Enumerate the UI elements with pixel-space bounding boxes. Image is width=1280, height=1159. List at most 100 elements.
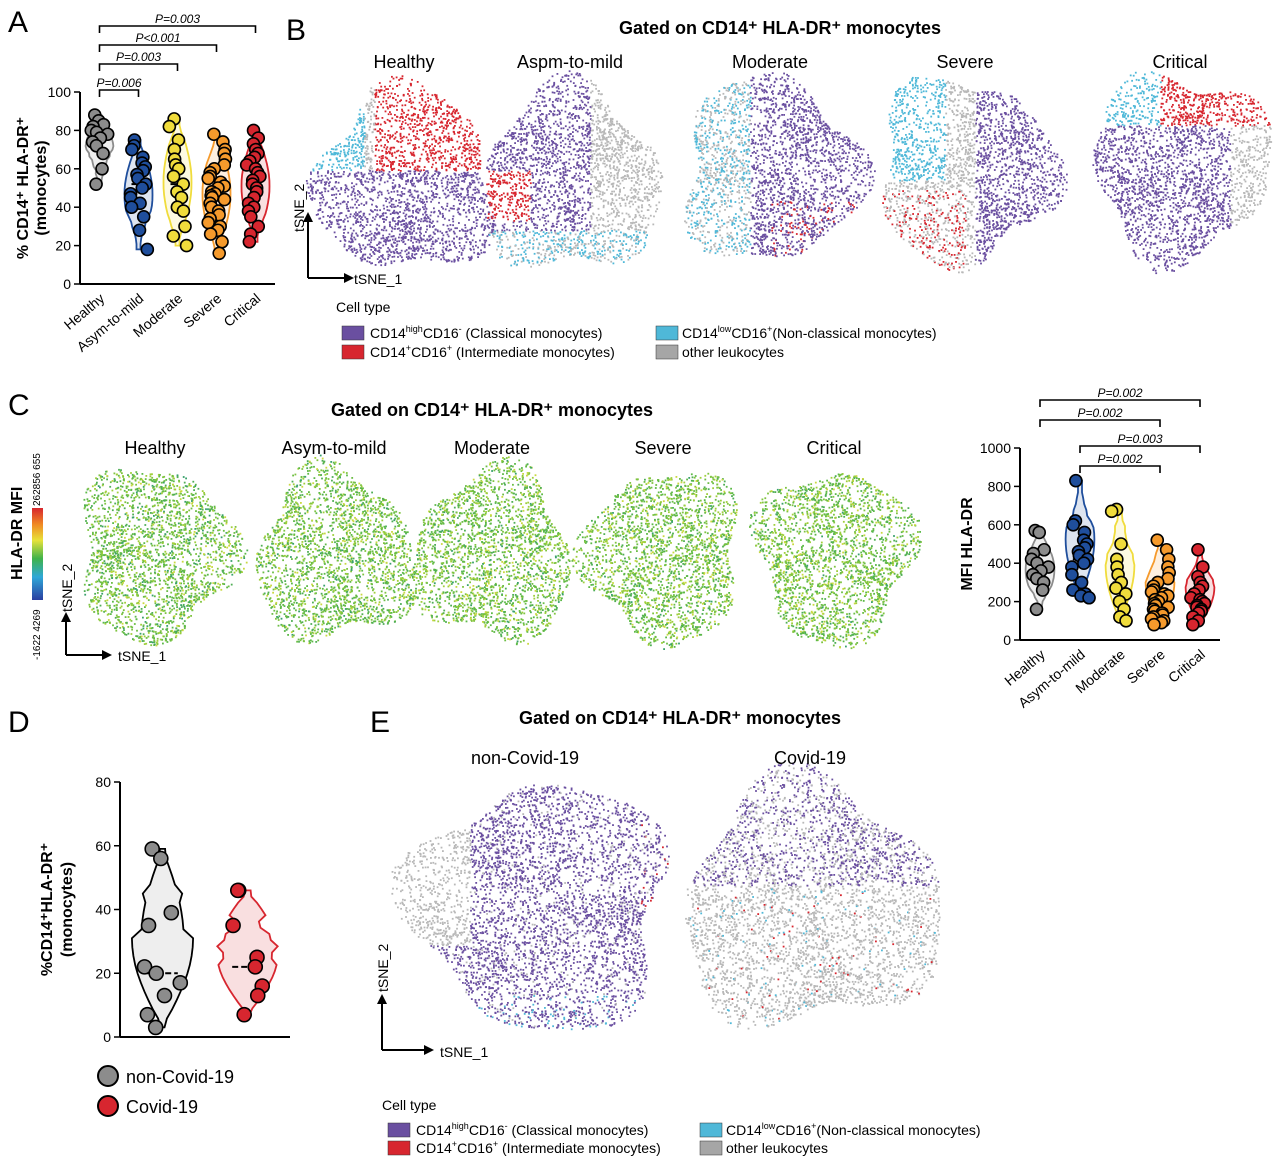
tsne-point bbox=[372, 211, 374, 213]
tsne-point bbox=[484, 246, 486, 248]
tsne-point bbox=[396, 241, 398, 243]
tsne-point bbox=[366, 224, 368, 226]
tsne-point bbox=[387, 190, 389, 192]
tsne-point bbox=[340, 176, 342, 178]
tsne-point bbox=[475, 245, 477, 247]
tsne-point bbox=[451, 106, 453, 108]
tsne-point bbox=[352, 157, 354, 159]
tsne-point bbox=[350, 227, 352, 229]
data-point bbox=[243, 236, 255, 248]
tsne-point bbox=[436, 178, 438, 180]
data-point bbox=[1030, 603, 1042, 615]
tsne-point bbox=[424, 179, 426, 181]
tsne-point bbox=[353, 159, 355, 161]
panel-label-d: D bbox=[8, 706, 30, 739]
y-tick-label: 0 bbox=[103, 1029, 111, 1045]
tsne-point bbox=[369, 234, 371, 236]
tsne-point bbox=[371, 239, 373, 241]
tsne-point bbox=[407, 124, 409, 126]
data-point bbox=[1078, 557, 1090, 569]
tsne-point bbox=[381, 229, 383, 231]
tsne-point bbox=[351, 182, 353, 184]
y-tick-label: 0 bbox=[63, 276, 71, 292]
data-point bbox=[226, 918, 240, 932]
tsne-point bbox=[425, 101, 427, 103]
tsne-point bbox=[464, 178, 466, 180]
pvalue-label: P=0.002 bbox=[1077, 406, 1122, 420]
tsne-point bbox=[460, 176, 462, 178]
tsne-point bbox=[480, 249, 482, 251]
tsne-point bbox=[452, 224, 454, 226]
tsne-point bbox=[429, 224, 431, 226]
y-tick-label: 0 bbox=[1003, 632, 1011, 648]
tsne-point bbox=[478, 150, 480, 152]
tsne-point bbox=[401, 250, 403, 252]
tsne-point bbox=[349, 168, 351, 170]
tsne-point bbox=[454, 227, 456, 229]
tsne-panel-b: Healthy Aspm-to-mild Moderate Severe Critica… bbox=[306, 52, 1272, 274]
tsne-point bbox=[486, 206, 488, 208]
panel-label-a: A bbox=[8, 6, 28, 39]
category-label: Severe bbox=[1124, 646, 1168, 687]
data-point bbox=[133, 224, 145, 236]
tsne-point bbox=[394, 226, 396, 228]
data-point bbox=[141, 243, 153, 255]
data-point bbox=[1083, 592, 1095, 604]
tsne-point bbox=[429, 150, 431, 152]
tsne-point bbox=[344, 189, 346, 191]
panel-b-title: Gated on CD14⁺ HLA-DR⁺ monocytes bbox=[619, 18, 941, 38]
tsne-point bbox=[430, 259, 432, 261]
data-point bbox=[179, 220, 191, 232]
data-point bbox=[167, 230, 179, 242]
tsne-point bbox=[473, 150, 475, 152]
data-point bbox=[1070, 475, 1082, 487]
tsne-point bbox=[382, 245, 384, 247]
tsne-point bbox=[412, 164, 414, 166]
pvalue-label: P<0.001 bbox=[135, 31, 180, 45]
tsne-point bbox=[441, 167, 443, 169]
panel-e-title: Gated on CD14⁺ HLA-DR⁺ monocytes bbox=[519, 708, 841, 728]
pvalue-label: P=0.006 bbox=[96, 76, 141, 90]
data-point bbox=[149, 1020, 163, 1034]
pvalue-bracket bbox=[100, 64, 178, 71]
tsne-point bbox=[418, 146, 420, 148]
tsne-point bbox=[430, 201, 432, 203]
tsne-point bbox=[379, 160, 381, 162]
data-point bbox=[149, 966, 163, 980]
y-tick-label: 80 bbox=[95, 774, 111, 790]
y-axis-label: %CD14⁺HLA-DR⁺ (monocytes) bbox=[39, 843, 76, 976]
tsne-point bbox=[344, 152, 346, 154]
tsne-point bbox=[450, 176, 452, 178]
tsne-point bbox=[461, 180, 463, 182]
data-point bbox=[136, 182, 148, 194]
tsne-point bbox=[361, 150, 363, 152]
tsne-point bbox=[357, 138, 359, 140]
violin-1 bbox=[217, 890, 277, 1014]
tsne-point bbox=[331, 223, 333, 225]
tsne-point bbox=[466, 169, 468, 171]
tsne-point bbox=[452, 221, 454, 223]
data-point bbox=[157, 989, 171, 1003]
tsne-point bbox=[421, 104, 423, 106]
tsne-point bbox=[381, 194, 383, 196]
tsne-point bbox=[461, 238, 463, 240]
tsne-point bbox=[440, 116, 442, 118]
tsne-point bbox=[360, 211, 362, 213]
tsne-point bbox=[457, 165, 459, 167]
tsne-point bbox=[325, 175, 327, 177]
tsne-point bbox=[378, 256, 380, 258]
tsne-point bbox=[386, 139, 388, 141]
tsne-point bbox=[362, 219, 364, 221]
tsne-point bbox=[404, 150, 406, 152]
tsne-point bbox=[418, 248, 420, 250]
tsne-point bbox=[469, 120, 471, 122]
tsne-point bbox=[398, 240, 400, 242]
category-label: Critical bbox=[220, 290, 263, 330]
tsne-point bbox=[370, 173, 372, 175]
data-point bbox=[231, 883, 245, 897]
data-point bbox=[1033, 526, 1045, 538]
tsne-point bbox=[383, 97, 385, 99]
tsne-point bbox=[412, 225, 414, 227]
data-point bbox=[97, 147, 109, 159]
y-tick-label: 40 bbox=[95, 902, 111, 918]
